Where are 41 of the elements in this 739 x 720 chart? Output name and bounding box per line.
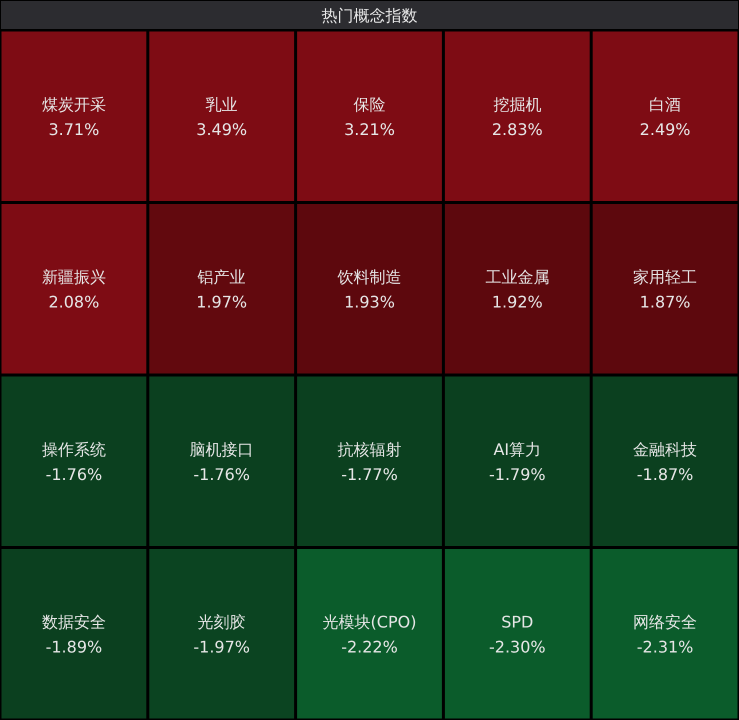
category-label: 光刻胶 bbox=[198, 612, 246, 632]
data-label: -1.97% bbox=[193, 637, 250, 656]
data-label: -1.76% bbox=[46, 464, 102, 484]
data-label: 3.21% bbox=[344, 120, 395, 139]
data-label: 3.49% bbox=[196, 120, 248, 139]
category-label: 家用轻工 bbox=[633, 267, 698, 286]
category-label: 新疆振兴 bbox=[42, 267, 106, 286]
data-label: 1.97% bbox=[196, 292, 248, 312]
category-label: AI算力 bbox=[493, 440, 542, 459]
data-label: -1.77% bbox=[341, 464, 398, 484]
text: 热门概念指数 bbox=[322, 6, 418, 25]
data-label: -1.87% bbox=[636, 464, 694, 484]
data-label: -1.79% bbox=[488, 464, 546, 484]
category-label: 数据安全 bbox=[42, 612, 106, 632]
category-label: 工业金属 bbox=[485, 267, 550, 286]
category-label: 挖掘机 bbox=[493, 94, 542, 114]
data-label: -2.30% bbox=[488, 637, 546, 656]
category-label: 乳业 bbox=[206, 94, 238, 114]
category-label: 抗核辐射 bbox=[338, 440, 402, 459]
data-label: 1.93% bbox=[344, 292, 395, 312]
category-label: 煤炭开采 bbox=[42, 94, 106, 114]
data-label: 1.92% bbox=[492, 292, 543, 312]
category-label: 光模块(CPO) bbox=[322, 612, 416, 632]
data-label: 2.08% bbox=[48, 292, 100, 312]
category-label: 金融科技 bbox=[633, 440, 698, 459]
category-label: 脑机接口 bbox=[190, 440, 254, 459]
data-label: -2.31% bbox=[636, 637, 694, 656]
data-label: -2.22% bbox=[341, 637, 398, 656]
category-label: 白酒 bbox=[649, 94, 682, 114]
data-label: 2.83% bbox=[492, 120, 543, 139]
data-label: -1.76% bbox=[193, 464, 250, 484]
category-label: 网络安全 bbox=[633, 612, 698, 632]
data-label: 1.87% bbox=[640, 292, 691, 312]
category-label: SPD bbox=[501, 612, 534, 632]
category-label: 铝产业 bbox=[196, 267, 246, 286]
data-label: 2.49% bbox=[640, 120, 691, 139]
category-label: 保险 bbox=[354, 94, 386, 114]
category-label: 操作系统 bbox=[42, 440, 106, 459]
category-label: 饮料制造 bbox=[336, 267, 402, 286]
data-label: -1.89% bbox=[46, 637, 102, 656]
data-label: 3.71% bbox=[48, 120, 100, 139]
